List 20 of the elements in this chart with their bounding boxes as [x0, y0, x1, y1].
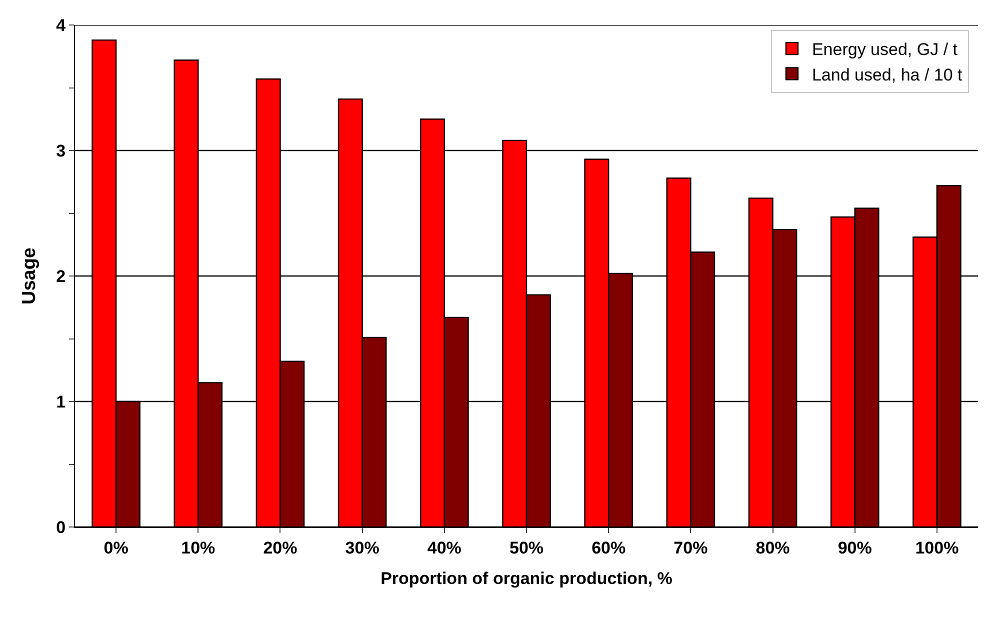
x-tick-label: 30% [345, 538, 380, 558]
y-tick-label: 1 [56, 392, 66, 412]
y-axis-title: Usage [18, 247, 40, 305]
x-tick-label: 60% [592, 538, 626, 558]
y-tick-label: 0 [56, 518, 66, 537]
legend-label: Land used, ha / 10 t [812, 65, 963, 84]
y-tick-label: 3 [56, 141, 66, 160]
legend-label: Energy used, GJ / t [812, 40, 958, 60]
x-axis-title: Proportion of organic production, % [380, 568, 672, 588]
x-tick-label: 100% [915, 538, 959, 558]
x-tick-label: 10% [181, 538, 216, 558]
x-tick-label: 20% [263, 538, 298, 558]
y-tick-label: 4 [56, 16, 66, 35]
y-tick-label: 2 [56, 266, 66, 286]
x-tick-label: 40% [427, 538, 462, 558]
x-tick-label: 80% [756, 538, 790, 558]
x-tick-label: 0% [104, 538, 128, 558]
x-tick-label: 50% [509, 538, 544, 558]
x-tick-label: 90% [838, 538, 872, 558]
x-tick-label: 70% [674, 538, 708, 558]
